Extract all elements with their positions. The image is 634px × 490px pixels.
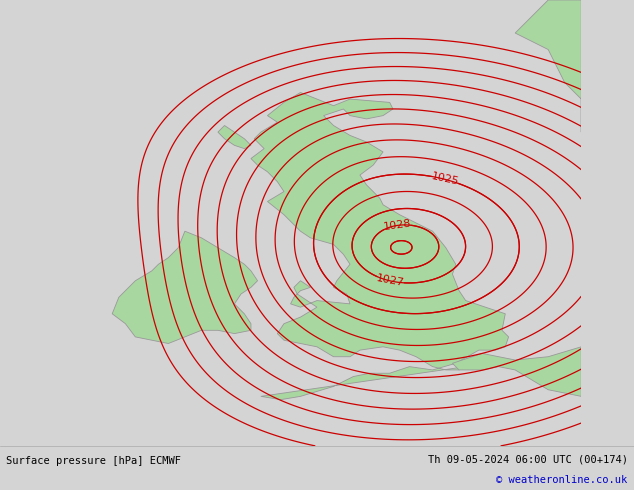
Text: Surface pressure [hPa] ECMWF: Surface pressure [hPa] ECMWF <box>6 456 181 466</box>
Polygon shape <box>251 93 508 400</box>
Text: Th 09-05-2024 06:00 UTC (00+174): Th 09-05-2024 06:00 UTC (00+174) <box>428 454 628 464</box>
Polygon shape <box>112 231 257 343</box>
Polygon shape <box>453 347 581 396</box>
Text: © weatheronline.co.uk: © weatheronline.co.uk <box>496 475 628 485</box>
Polygon shape <box>515 0 581 132</box>
Text: 1028: 1028 <box>382 219 412 232</box>
Text: 1025: 1025 <box>430 172 460 187</box>
Text: 1027: 1027 <box>376 273 405 289</box>
Polygon shape <box>218 125 251 148</box>
